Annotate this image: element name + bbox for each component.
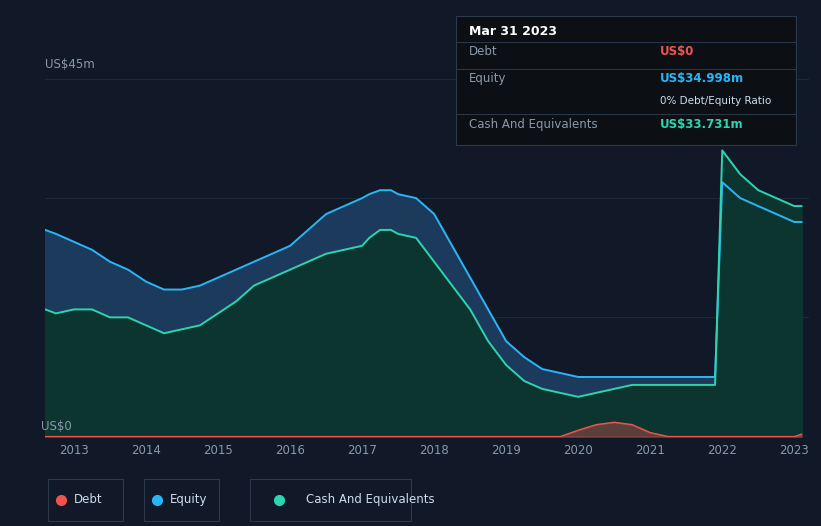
Text: Equity: Equity [470,73,507,86]
Text: US$33.731m: US$33.731m [660,118,744,130]
Text: US$0: US$0 [41,420,72,433]
Text: Mar 31 2023: Mar 31 2023 [470,25,557,38]
Text: Equity: Equity [170,493,208,506]
Text: Debt: Debt [74,493,103,506]
Text: US$0: US$0 [660,45,695,58]
Text: US$34.998m: US$34.998m [660,73,744,86]
Text: Debt: Debt [470,45,498,58]
Text: US$45m: US$45m [45,58,95,71]
Text: Cash And Equivalents: Cash And Equivalents [470,118,598,130]
Text: Cash And Equivalents: Cash And Equivalents [306,493,435,506]
Text: 0% Debt/Equity Ratio: 0% Debt/Equity Ratio [660,96,772,106]
